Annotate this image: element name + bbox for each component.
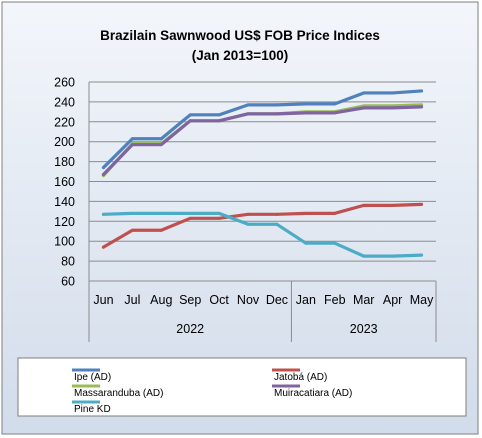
data-point xyxy=(246,212,250,216)
data-point xyxy=(420,89,424,93)
data-point xyxy=(159,137,163,141)
data-point xyxy=(275,212,279,216)
data-point xyxy=(101,245,105,249)
legend-label: Muiracatiara (AD) xyxy=(274,388,352,399)
y-tick-label: 120 xyxy=(54,215,75,229)
x-tick-label: Nov xyxy=(237,293,260,307)
group-label: 2023 xyxy=(350,322,378,336)
data-point xyxy=(101,166,105,170)
data-point xyxy=(391,106,395,110)
x-tick-label: May xyxy=(410,293,434,307)
data-point xyxy=(188,119,192,123)
data-point xyxy=(420,105,424,109)
y-tick-label: 220 xyxy=(54,115,75,129)
data-point xyxy=(159,228,163,232)
axes: 60 80 100 120 140 160 180 200 220 240 260 Jun Jul Aug… xyxy=(54,76,437,342)
x-tick-label: Jul xyxy=(124,293,140,307)
series-line-3 xyxy=(101,105,424,177)
data-point xyxy=(217,216,221,220)
series-lines xyxy=(101,89,424,258)
y-tick-label: 60 xyxy=(61,275,75,289)
x-tick-label: Sep xyxy=(179,293,201,307)
data-point xyxy=(101,173,105,177)
data-point xyxy=(246,103,250,107)
data-point xyxy=(333,102,337,106)
data-point xyxy=(362,203,366,207)
x-tick-label: Aug xyxy=(150,293,172,307)
data-point xyxy=(130,143,134,147)
y-tick-label: 240 xyxy=(54,95,75,109)
data-point xyxy=(333,111,337,115)
data-point xyxy=(304,211,308,215)
x-tick-label: Jan xyxy=(296,293,316,307)
data-point xyxy=(391,203,395,207)
data-point xyxy=(275,112,279,116)
data-point xyxy=(217,113,221,117)
data-point xyxy=(275,103,279,107)
x-tick-label: Apr xyxy=(383,293,402,307)
y-tick-label: 140 xyxy=(54,195,75,209)
y-tick-label: 100 xyxy=(54,235,75,249)
legend-label: Ipe (AD) xyxy=(74,372,111,383)
data-point xyxy=(130,211,134,215)
x-tick-label: Dec xyxy=(266,293,288,307)
legend-label: Massaranduba (AD) xyxy=(74,388,163,399)
x-tick-label: Mar xyxy=(353,293,375,307)
series-line-4 xyxy=(101,211,424,258)
data-point xyxy=(333,241,337,245)
y-tick-label: 200 xyxy=(54,135,75,149)
data-point xyxy=(304,102,308,106)
legend-box xyxy=(17,357,467,417)
legend-label: Pine KD xyxy=(74,404,111,415)
data-point xyxy=(333,211,337,215)
data-point xyxy=(188,113,192,117)
y-tick-label: 80 xyxy=(61,255,75,269)
data-point xyxy=(130,228,134,232)
data-point xyxy=(188,211,192,215)
data-point xyxy=(159,143,163,147)
data-point xyxy=(101,212,105,216)
data-point xyxy=(391,254,395,258)
data-point xyxy=(304,111,308,115)
data-point xyxy=(246,222,250,226)
group-label: 2022 xyxy=(176,322,204,336)
data-point xyxy=(304,241,308,245)
data-point xyxy=(188,216,192,220)
legend-label: Jatobá (AD) xyxy=(274,372,327,383)
y-tick-label: 180 xyxy=(54,155,75,169)
data-point xyxy=(391,91,395,95)
data-point xyxy=(420,253,424,257)
data-point xyxy=(130,137,134,141)
data-point xyxy=(246,112,250,116)
data-point xyxy=(159,211,163,215)
y-tick-label: 260 xyxy=(54,76,75,90)
x-tick-label: Jun xyxy=(93,293,113,307)
y-tick-label: 160 xyxy=(54,175,75,189)
data-point xyxy=(217,211,221,215)
data-point xyxy=(275,222,279,226)
data-point xyxy=(362,91,366,95)
data-point xyxy=(420,202,424,206)
data-point xyxy=(362,106,366,110)
x-tick-label: Oct xyxy=(209,293,229,307)
chart-subtitle: (Jan 2013=100) xyxy=(192,48,288,63)
chart-title: Brazilain Sawnwood US$ FOB Price Indices xyxy=(100,28,380,43)
legend: Ipe (AD) Jatobá (AD) Massaranduba (AD) Muir… xyxy=(72,368,352,415)
data-point xyxy=(362,254,366,258)
series-line-0 xyxy=(101,89,424,170)
x-tick-label: Feb xyxy=(324,293,346,307)
data-point xyxy=(217,119,221,123)
series-line-1 xyxy=(101,202,424,249)
